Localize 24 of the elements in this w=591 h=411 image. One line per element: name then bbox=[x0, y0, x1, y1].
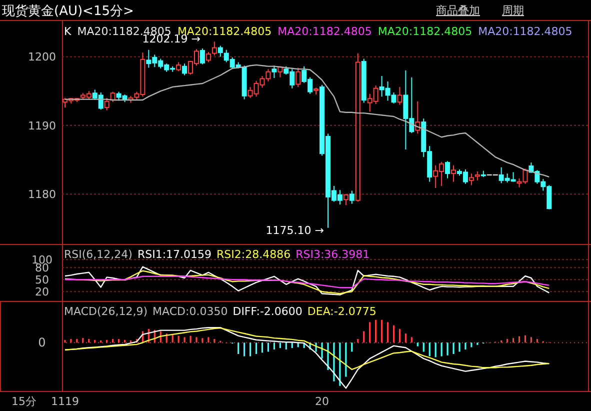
chart-title: 现货黄金(AU)<15分> bbox=[2, 4, 134, 19]
ref-line-label: 0 bbox=[38, 336, 46, 350]
y-tick-label: 1200 bbox=[28, 50, 56, 64]
y-tick-label: 1190 bbox=[28, 119, 56, 132]
series-label: RSI1:17.0159 bbox=[137, 248, 212, 261]
annotation: MA20:1182.4805 bbox=[378, 25, 472, 38]
chart-title: RSI(6,12,24) bbox=[64, 248, 132, 261]
y-tick-label: 1180 bbox=[28, 188, 56, 202]
annotation: MA20:1182.4805 bbox=[278, 25, 372, 38]
text: DEA:-2.0775 bbox=[307, 305, 376, 318]
text: 周期 bbox=[502, 4, 524, 17]
text: 商品叠加 bbox=[436, 4, 480, 17]
x-tick-label: 1119 bbox=[50, 395, 79, 408]
y-tick-label: 50 bbox=[35, 274, 49, 287]
series-label: RSI2:28.4886 bbox=[216, 248, 291, 261]
series-label: DIFF:-2.0600 bbox=[232, 305, 302, 318]
annotation: MA20:1182.4805 bbox=[478, 25, 572, 38]
series-label: RSI3:36.3981 bbox=[296, 248, 370, 261]
series-label: MACD:0.0350 bbox=[152, 305, 228, 318]
annotation: K bbox=[64, 25, 72, 38]
y-tick-label: 20 bbox=[35, 286, 49, 299]
x-axis-title: 15分 bbox=[12, 395, 36, 408]
annotation: 1175.10 → bbox=[266, 224, 324, 237]
chart-title: MACD(26,12,9) bbox=[64, 305, 148, 318]
